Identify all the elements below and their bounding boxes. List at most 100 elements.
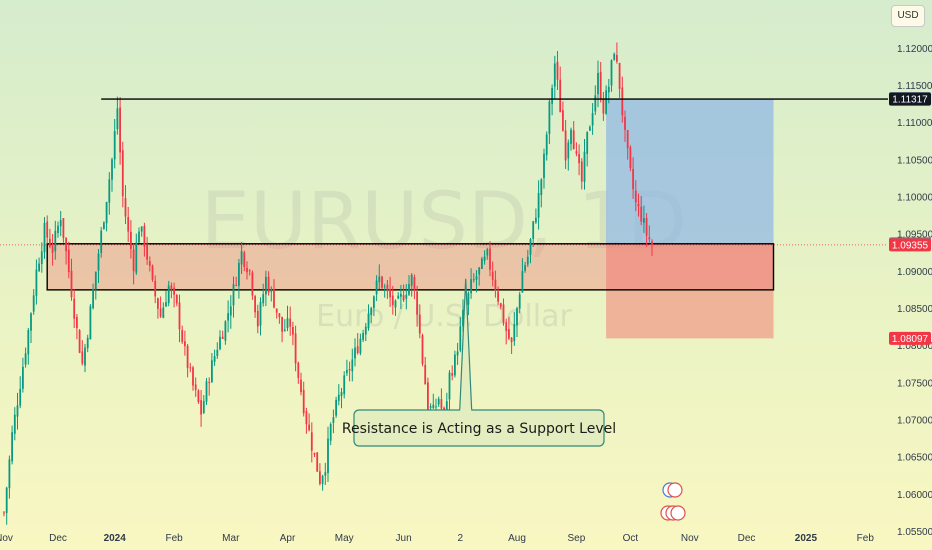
candle-body (513, 324, 516, 342)
candle-body (86, 337, 89, 349)
candle-body (327, 438, 329, 474)
candle-body (3, 512, 5, 514)
candle-body (221, 336, 224, 339)
candle-body (16, 405, 19, 417)
candle-body (300, 379, 302, 393)
candle-body (178, 302, 181, 330)
candle-body (535, 217, 537, 223)
candle-body (292, 326, 294, 335)
price-tag: 1.09355 (889, 238, 931, 252)
candle-body (386, 284, 389, 291)
candle-body (567, 142, 570, 159)
x-tick-label: Feb (165, 533, 183, 544)
candle-body (22, 366, 24, 389)
candle-body (621, 87, 624, 116)
candle-body (605, 90, 607, 114)
candle-body (491, 271, 494, 280)
candle-body (127, 217, 130, 232)
candle-body (456, 351, 459, 356)
candle-body (459, 326, 462, 351)
candle-body (240, 251, 243, 265)
candle-body (570, 129, 572, 144)
candle-body (494, 279, 497, 291)
y-tick-label: 1.09500 (897, 230, 932, 241)
candle-body (319, 471, 321, 484)
candle-body (427, 382, 429, 410)
us-flag-icon (670, 505, 686, 521)
candle-body (648, 237, 651, 240)
candle-body (8, 459, 11, 489)
candle-body (543, 153, 545, 179)
candle-body (30, 313, 32, 331)
x-tick-label: Sep (568, 533, 586, 544)
price-tag-label: 1.09355 (892, 240, 929, 251)
currency-badge[interactable]: USD (891, 5, 925, 27)
x-tick-label: Feb (857, 533, 875, 544)
candle-body (116, 108, 119, 130)
candle-body (313, 452, 316, 455)
candle-body (275, 308, 278, 313)
candle-body (629, 147, 632, 168)
x-tick-label: Mar (222, 533, 240, 544)
candle-body (346, 369, 348, 374)
x-tick-label: Oct (623, 533, 639, 544)
candle-body (483, 256, 486, 261)
candle-body (24, 353, 27, 365)
candle-body (167, 285, 170, 304)
candle-body (381, 276, 383, 288)
candle-body (100, 230, 103, 253)
candle-body (505, 322, 508, 332)
candle-body (54, 230, 57, 252)
candle-body (70, 270, 73, 298)
candle-body (335, 399, 337, 416)
candle-body (640, 206, 643, 222)
candle-body (440, 399, 443, 409)
candle-body (332, 417, 335, 423)
candle-body (265, 276, 267, 295)
candle-body (238, 262, 240, 286)
y-tick-label: 1.10500 (897, 155, 932, 166)
candle-body (548, 101, 551, 134)
candle-body (35, 269, 38, 296)
candle-body (305, 411, 308, 425)
candle-body (62, 218, 65, 238)
candle-body (130, 231, 132, 249)
candle-body (354, 347, 356, 359)
x-tick-label: Dec (49, 533, 67, 544)
candle-body (516, 308, 518, 326)
y-tick-label: 1.07500 (897, 378, 932, 389)
x-tick-label: May (335, 533, 354, 544)
candle-body (248, 270, 251, 272)
candle-body (524, 265, 526, 271)
candle-body (316, 452, 319, 472)
candle-body (437, 398, 440, 405)
candle-body (281, 316, 283, 332)
candle-body (564, 130, 567, 161)
candle-body (421, 335, 424, 364)
annotation-joint (460, 409, 472, 412)
candle-body (532, 221, 535, 239)
candle-body (454, 354, 456, 376)
candle-body (445, 401, 448, 414)
candle-body (489, 248, 491, 270)
candle-body (294, 333, 297, 364)
candle-body (124, 198, 127, 217)
candle-body (211, 360, 213, 383)
y-tick-label: 1.07000 (897, 415, 932, 426)
candle-body (591, 113, 594, 126)
candle-body (159, 308, 162, 317)
candle-body (38, 263, 40, 271)
candle-body (373, 296, 375, 308)
candle-body (246, 267, 248, 273)
candle-body (162, 307, 165, 318)
annotation-box (353, 409, 605, 447)
candle-body (119, 107, 121, 153)
candle-body (394, 300, 397, 308)
candle-body (597, 72, 599, 95)
candle-body (200, 400, 202, 415)
candle-body (143, 225, 146, 247)
candle-body (94, 271, 97, 290)
candle-body (154, 280, 157, 297)
candle-body (43, 222, 46, 253)
stop-zone (606, 243, 774, 339)
